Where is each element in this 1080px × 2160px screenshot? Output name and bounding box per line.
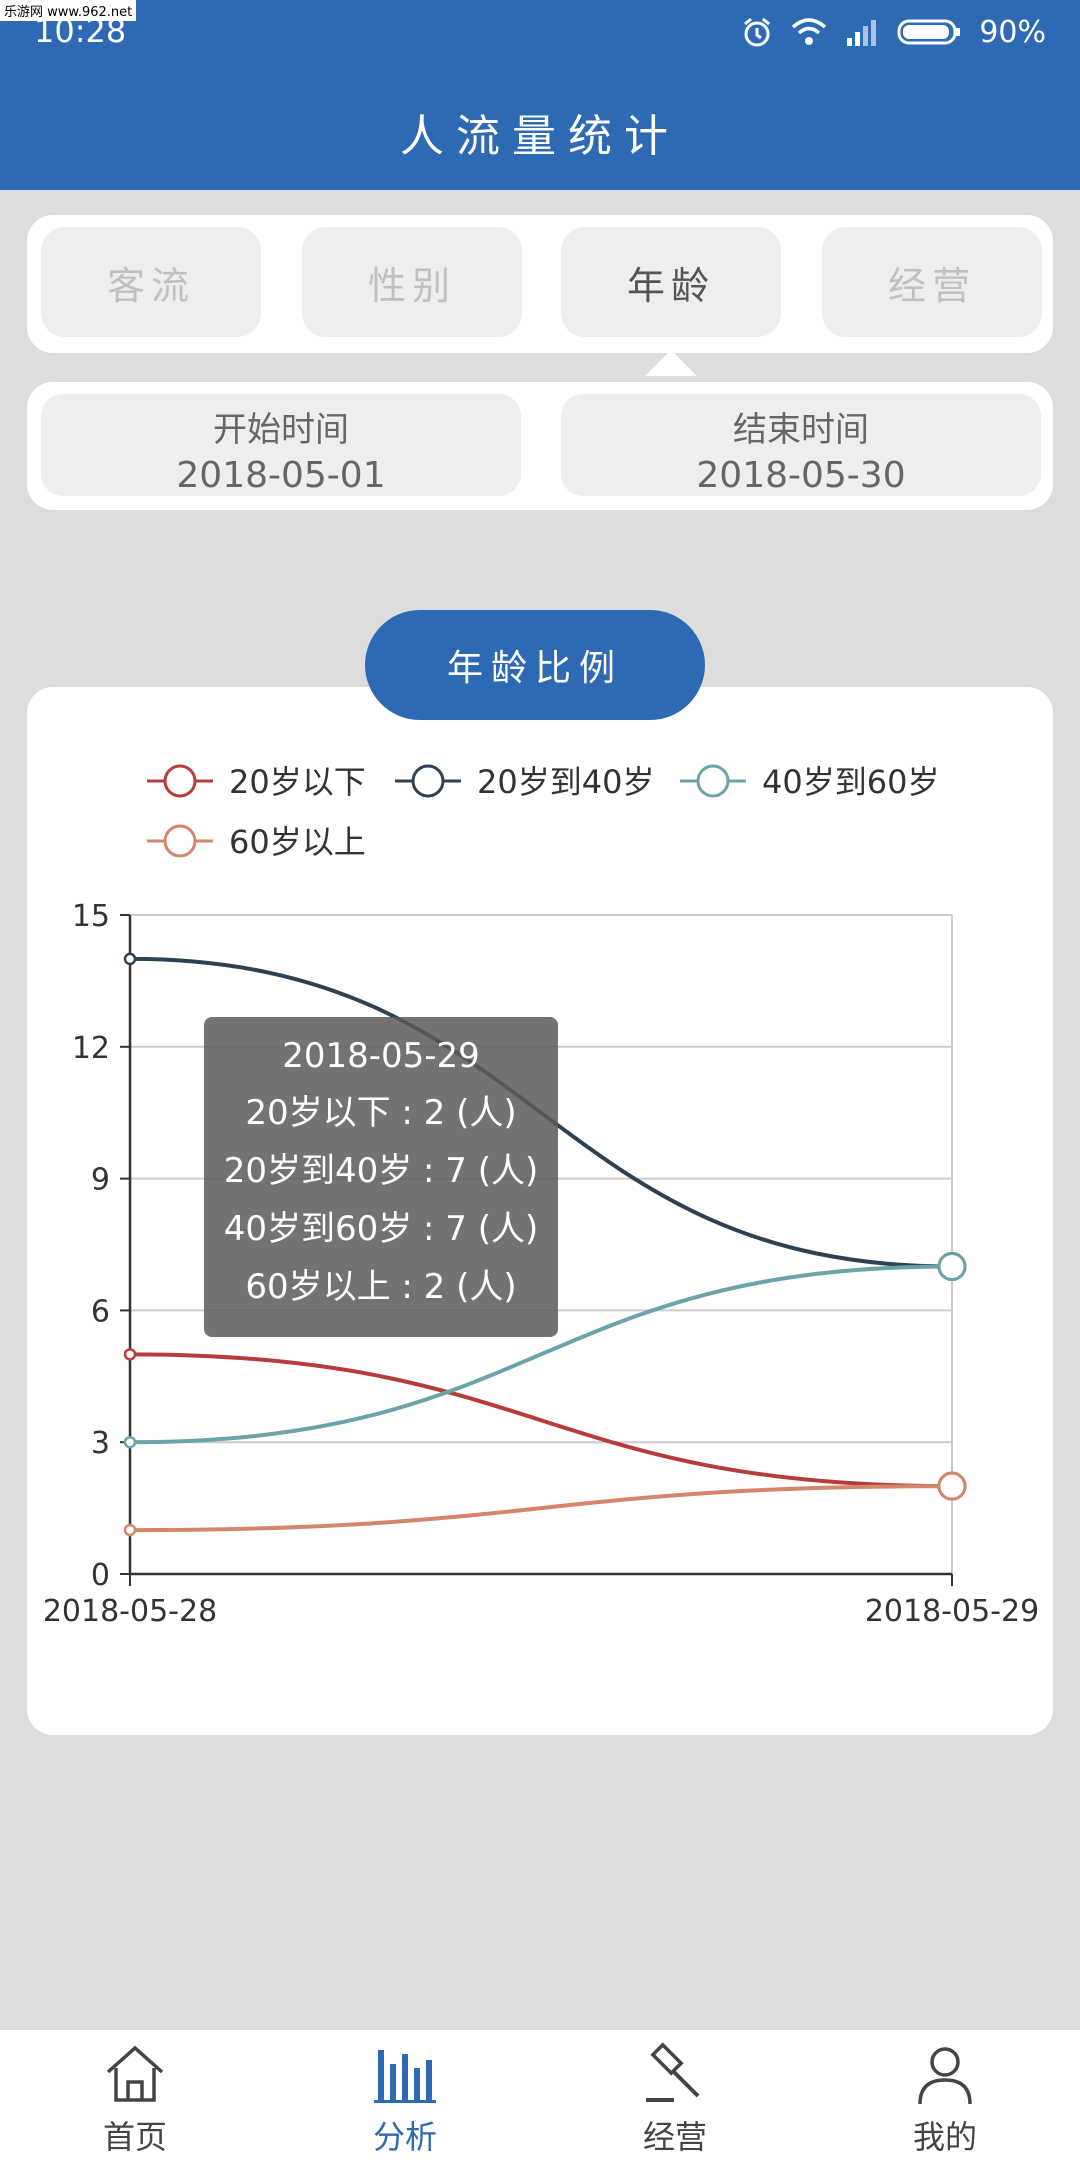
end-date-value: 2018-05-30 <box>696 455 906 496</box>
status-time: 10:28 <box>34 12 127 50</box>
chart-card: 20岁以下 20岁到40岁 40岁到60岁 60岁以上 0 3 6 9 12 15 2018-05-… <box>27 687 1053 1735</box>
series-line-3 <box>129 1484 953 1533</box>
end-date-label: 结束时间 <box>733 410 869 450</box>
date-range: 开始时间 2018-05-01 结束时间 2018-05-30 <box>27 382 1053 510</box>
start-date-label: 开始时间 <box>213 410 349 450</box>
tab-label: 经营 <box>887 263 976 308</box>
status-icons: 90% <box>741 12 1046 52</box>
nav-home[interactable]: 首页 <box>35 2030 235 2160</box>
bottom-navigation: 首页 分析 经营 我的 <box>0 2030 1080 2160</box>
x-tick-label-1: 2018-05-29 <box>865 1594 1039 1629</box>
gavel-icon <box>646 2042 700 2102</box>
series-line-2 <box>129 1264 953 1445</box>
active-tab-pointer <box>645 350 697 376</box>
chart-tooltip <box>204 1017 558 1337</box>
nav-analysis[interactable]: 分析 <box>305 2030 505 2160</box>
page-title: 人流量统计 <box>400 111 680 162</box>
alarm-icon <box>741 16 773 48</box>
y-tick-label-1: 3 <box>91 1426 110 1461</box>
app-header: 乐游网 www.962.net 10:28 90% 人流量统计 <box>0 0 1080 190</box>
user-icon <box>918 2047 972 2105</box>
age-line-chart[interactable]: 20岁以下 20岁到40岁 40岁到60岁 60岁以上 0 3 6 9 12 15 2018-05-… <box>27 687 1053 1735</box>
bar-chart-icon <box>374 2050 436 2103</box>
tab-label: 年龄 <box>626 263 715 308</box>
tooltip-line-0: 20岁以下 : 2 (人) <box>245 1093 516 1133</box>
legend-marker-2 <box>696 764 730 798</box>
tooltip-title: 2018-05-29 <box>282 1036 480 1076</box>
legend-label-2: 40岁到60岁 <box>762 763 939 801</box>
category-tabs: 客流 性别 年龄 经营 <box>27 215 1053 353</box>
chart-title: 年龄比例 <box>365 610 705 720</box>
y-tick-label-5: 15 <box>72 899 110 934</box>
y-tick-label-0: 0 <box>91 1558 110 1593</box>
tab-gender[interactable]: 性别 <box>302 227 522 337</box>
tab-label: 性别 <box>367 263 456 308</box>
legend-marker-1 <box>411 764 445 798</box>
y-tick-label-2: 6 <box>91 1294 110 1329</box>
end-date-picker[interactable]: 结束时间 2018-05-30 <box>561 394 1041 496</box>
home-icon <box>106 2045 164 2102</box>
y-tick-label-4: 12 <box>72 1031 110 1066</box>
legend-marker-0 <box>163 764 197 798</box>
tab-label: 客流 <box>106 263 195 308</box>
legend-label-1: 20岁到40岁 <box>477 763 654 801</box>
signal-icon <box>845 18 879 46</box>
wifi-icon <box>791 17 827 47</box>
nav-analysis-label: 分析 <box>372 2118 437 2156</box>
data-point-2-0 <box>123 1435 137 1449</box>
series-line-0 <box>129 1352 953 1489</box>
nav-business-label: 经营 <box>642 2118 707 2156</box>
data-point-2-1 <box>937 1251 967 1281</box>
start-date-picker[interactable]: 开始时间 2018-05-01 <box>41 394 521 496</box>
tab-passenger-flow[interactable]: 客流 <box>41 227 261 337</box>
nav-business[interactable]: 经营 <box>575 2030 775 2160</box>
data-point-3-1 <box>937 1471 967 1501</box>
legend-label-0: 20岁以下 <box>229 763 366 801</box>
legend-marker-3 <box>163 824 197 858</box>
tooltip-line-3: 60岁以上 : 2 (人) <box>245 1267 516 1307</box>
nav-mine-label: 我的 <box>912 2118 977 2156</box>
start-date-value: 2018-05-01 <box>176 455 386 496</box>
nav-home-label: 首页 <box>102 2118 167 2156</box>
data-point-3-0 <box>123 1523 137 1537</box>
legend-label-3: 60岁以上 <box>229 823 366 861</box>
tab-business[interactable]: 经营 <box>822 227 1042 337</box>
tab-age[interactable]: 年龄 <box>561 227 781 337</box>
nav-mine[interactable]: 我的 <box>845 2030 1045 2160</box>
tooltip-line-1: 20岁到40岁 : 7 (人) <box>224 1151 539 1191</box>
data-point-1-0 <box>123 952 137 966</box>
x-tick-label-0: 2018-05-28 <box>43 1594 217 1629</box>
data-point-0-0 <box>123 1348 137 1361</box>
y-tick-label-3: 9 <box>91 1163 110 1198</box>
battery-percent: 90% <box>979 14 1046 50</box>
tooltip-line-2: 40岁到60岁 : 7 (人) <box>224 1209 539 1249</box>
battery-icon <box>897 18 961 46</box>
watermark: 乐游网 www.962.net <box>0 0 137 21</box>
